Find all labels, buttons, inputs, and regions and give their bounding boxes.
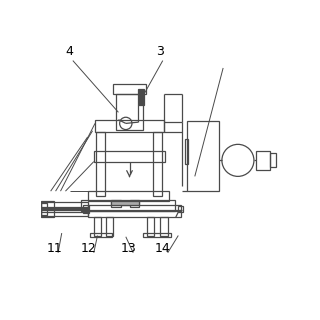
Bar [83, 205, 89, 213]
Bar [88, 205, 181, 211]
Bar [178, 206, 183, 212]
Bar [94, 217, 101, 236]
Bar [41, 210, 88, 212]
Bar [41, 202, 88, 216]
Text: 12: 12 [81, 242, 97, 255]
Bar [147, 217, 154, 236]
Bar [138, 89, 144, 105]
Bar [96, 132, 105, 196]
Bar [153, 132, 162, 196]
Bar [41, 201, 54, 217]
Bar [41, 204, 47, 215]
Bar [41, 207, 88, 209]
Bar [256, 150, 270, 170]
Bar [94, 150, 165, 162]
Bar [116, 94, 143, 130]
Text: 11: 11 [46, 242, 62, 255]
Bar [88, 210, 181, 217]
Text: 14: 14 [155, 242, 171, 255]
Bar [111, 201, 140, 205]
Bar [88, 191, 169, 201]
Bar [111, 200, 121, 207]
Text: 3: 3 [156, 45, 164, 58]
Bar [188, 121, 220, 191]
Bar [143, 233, 172, 237]
Bar [90, 233, 112, 237]
Bar [95, 120, 164, 132]
Bar [114, 84, 146, 94]
Bar [82, 200, 175, 211]
Bar [160, 217, 168, 236]
Bar [270, 154, 276, 167]
Bar [106, 217, 114, 236]
Text: 4: 4 [65, 45, 73, 58]
Bar [130, 200, 140, 207]
Text: 13: 13 [120, 242, 136, 255]
Bar [185, 140, 188, 164]
